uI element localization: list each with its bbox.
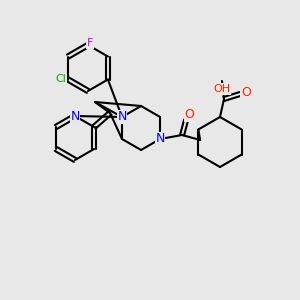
Text: F: F: [87, 38, 93, 48]
Text: O: O: [241, 85, 251, 98]
Text: OH: OH: [213, 84, 231, 94]
Text: O: O: [184, 109, 194, 122]
Text: Cl: Cl: [56, 74, 67, 85]
Text: N: N: [70, 110, 80, 122]
Text: N: N: [155, 133, 165, 146]
Text: N: N: [117, 110, 127, 124]
